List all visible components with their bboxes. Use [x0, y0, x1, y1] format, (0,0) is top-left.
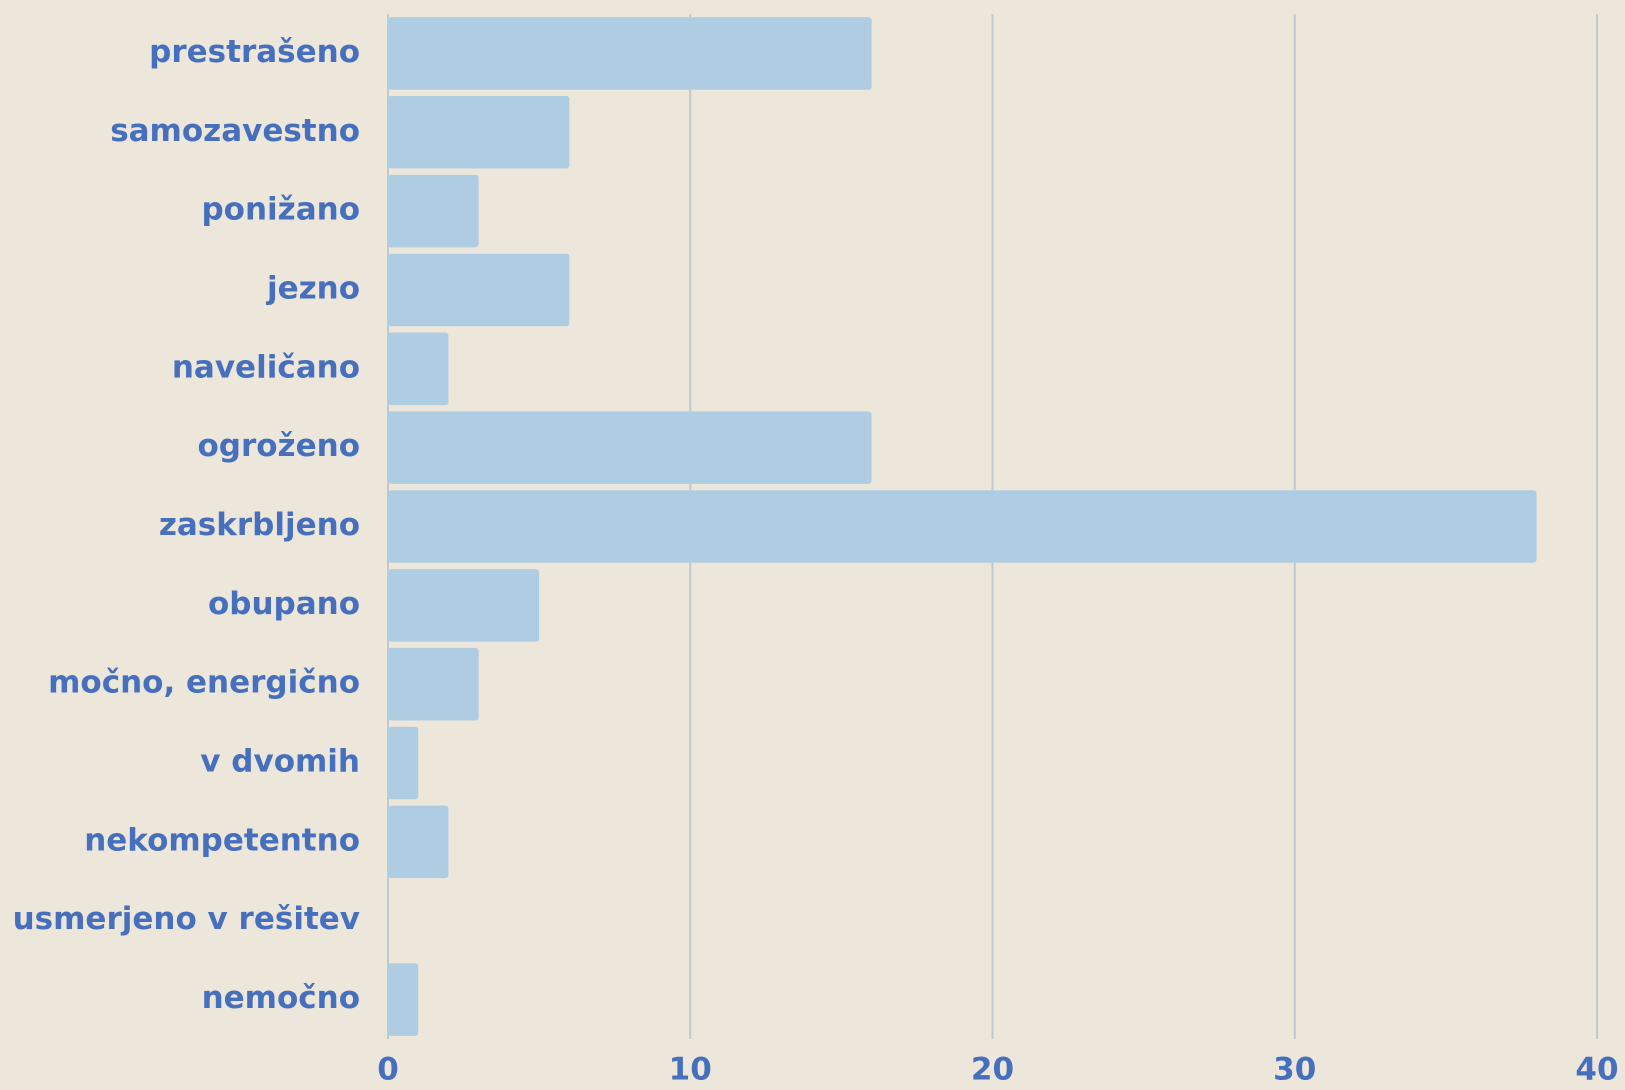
y-tick-label: ponižano [201, 192, 360, 228]
x-tick-label: 30 [1273, 1052, 1316, 1087]
y-tick-label: nekompetentno [84, 822, 360, 858]
bar [388, 805, 449, 879]
y-tick-label: jezno [265, 270, 360, 306]
bar [388, 490, 1537, 563]
bar [388, 963, 419, 1036]
x-tick-label: 10 [669, 1052, 712, 1087]
x-tick-label: 20 [971, 1052, 1014, 1087]
y-tick-label: prestrašeno [149, 34, 360, 70]
y-tick-label: močno, energično [48, 665, 360, 701]
bar [388, 332, 449, 406]
y-tick-label: zaskrbljeno [159, 507, 360, 543]
x-tick-label: 0 [377, 1052, 399, 1087]
y-tick-label: usmerjeno v rešitev [13, 901, 360, 937]
bar [388, 647, 479, 721]
bar [388, 253, 570, 327]
y-tick-label: obupano [208, 586, 360, 622]
y-tick-label: naveličano [172, 349, 360, 385]
bar [388, 411, 872, 484]
y-tick-label: ogroženo [197, 428, 360, 464]
bar [388, 96, 570, 169]
y-tick-label: v dvomih [200, 744, 360, 780]
bar [388, 569, 540, 642]
bar [388, 174, 479, 248]
bar [388, 726, 419, 800]
y-tick-label: nemočno [202, 980, 360, 1016]
bar [388, 17, 872, 90]
y-tick-label: samozavestno [110, 113, 360, 149]
x-tick-label: 40 [1575, 1052, 1618, 1087]
